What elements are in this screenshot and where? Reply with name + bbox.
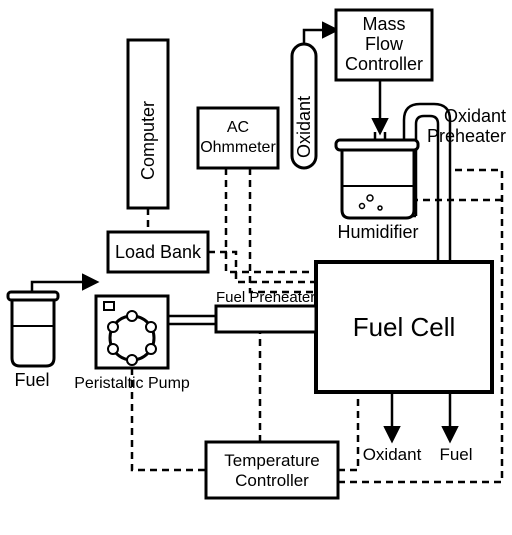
lbl-fuelpre: Fuel Preheater [216, 289, 315, 306]
svg-text:Fuel: Fuel [439, 445, 472, 464]
svg-text:Controller: Controller [345, 54, 423, 74]
lbl-tc-1: Controller [235, 471, 309, 490]
svg-text:Peristaltic Pump: Peristaltic Pump [74, 375, 190, 392]
svg-text:Fuel: Fuel [14, 370, 49, 390]
ac-ohmmeter-box: AC Ohmmeter [198, 108, 278, 168]
lbl-fuel-tank: Fuel [14, 370, 49, 390]
lbl-mfc-1: Flow [365, 34, 404, 54]
svg-text:Mass: Mass [362, 14, 405, 34]
lbl-out-oxidant: Oxidant [363, 445, 422, 464]
fuel-preheater-box: Fuel Preheater [216, 289, 316, 332]
mass-flow-controller-box: Mass Flow Controller [336, 10, 432, 80]
svg-text:Preheater: Preheater [427, 126, 506, 146]
components: Mass Flow Controller Oxidant Oxidant Pre… [8, 10, 506, 498]
svg-text:Oxidant: Oxidant [444, 106, 506, 126]
fuel-tank: Fuel [8, 292, 58, 390]
svg-text:Ohmmeter: Ohmmeter [200, 139, 276, 156]
lbl-mfc-2: Controller [345, 54, 423, 74]
svg-text:Temperature: Temperature [224, 451, 319, 470]
svg-text:Oxidant: Oxidant [363, 445, 422, 464]
peristaltic-pump-box: Peristaltic Pump [74, 296, 190, 392]
svg-text:Controller: Controller [235, 471, 309, 490]
lbl-ohm-0: AC [227, 119, 249, 136]
svg-text:Humidifier: Humidifier [337, 222, 418, 242]
svg-text:AC: AC [227, 119, 249, 136]
lbl-loadbank: Load Bank [115, 242, 202, 262]
lbl-ox-pre-1: Preheater [427, 126, 506, 146]
fuel-cell-box: Fuel Cell [316, 262, 492, 392]
edge-tc-fuelcell [338, 392, 358, 470]
svg-text:Computer: Computer [138, 101, 158, 180]
lbl-fuelcell: Fuel Cell [353, 312, 456, 342]
svg-text:Fuel Cell: Fuel Cell [353, 312, 456, 342]
load-bank-box: Load Bank [108, 232, 208, 272]
computer-box: Computer [128, 40, 168, 208]
svg-text:Oxidant: Oxidant [294, 96, 314, 158]
edge-ohmmeter-fuelcell-b [250, 168, 316, 292]
oxidant-tank: Oxidant [292, 44, 316, 168]
temperature-controller-box: Temperature Controller [206, 442, 338, 498]
lbl-pump: Peristaltic Pump [74, 375, 190, 392]
svg-text:Fuel Preheater: Fuel Preheater [216, 289, 315, 306]
lbl-computer: Computer [138, 101, 158, 180]
pipe-oxidant-mfc [304, 30, 336, 44]
humidifier-box: Humidifier [336, 140, 419, 242]
lbl-humidifier: Humidifier [337, 222, 418, 242]
lbl-oxidant-tank: Oxidant [294, 96, 314, 158]
lbl-ox-pre-0: Oxidant [444, 106, 506, 126]
lbl-ohm-1: Ohmmeter [200, 139, 276, 156]
lbl-out-fuel: Fuel [439, 445, 472, 464]
edge-loadbank-fuelcell [208, 252, 316, 282]
lbl-tc-0: Temperature [224, 451, 319, 470]
edge-ohmmeter-fuelcell-a [226, 168, 316, 272]
lbl-mfc-0: Mass [362, 14, 405, 34]
svg-text:Load Bank: Load Bank [115, 242, 202, 262]
svg-text:Flow: Flow [365, 34, 404, 54]
